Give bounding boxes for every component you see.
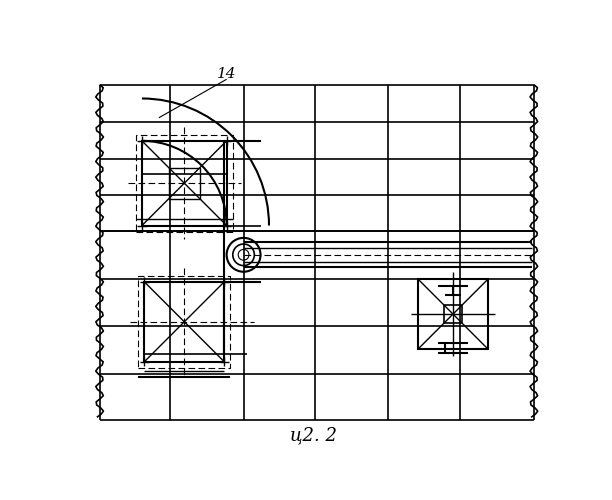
Bar: [169, 168, 200, 198]
Bar: [142, 141, 226, 226]
Bar: [419, 280, 488, 349]
Bar: [144, 282, 225, 362]
Bar: [444, 305, 462, 324]
Text: ц2. 2: ц2. 2: [290, 426, 337, 444]
Text: 14: 14: [217, 67, 236, 81]
Bar: [138, 276, 231, 368]
Bar: [136, 134, 233, 232]
